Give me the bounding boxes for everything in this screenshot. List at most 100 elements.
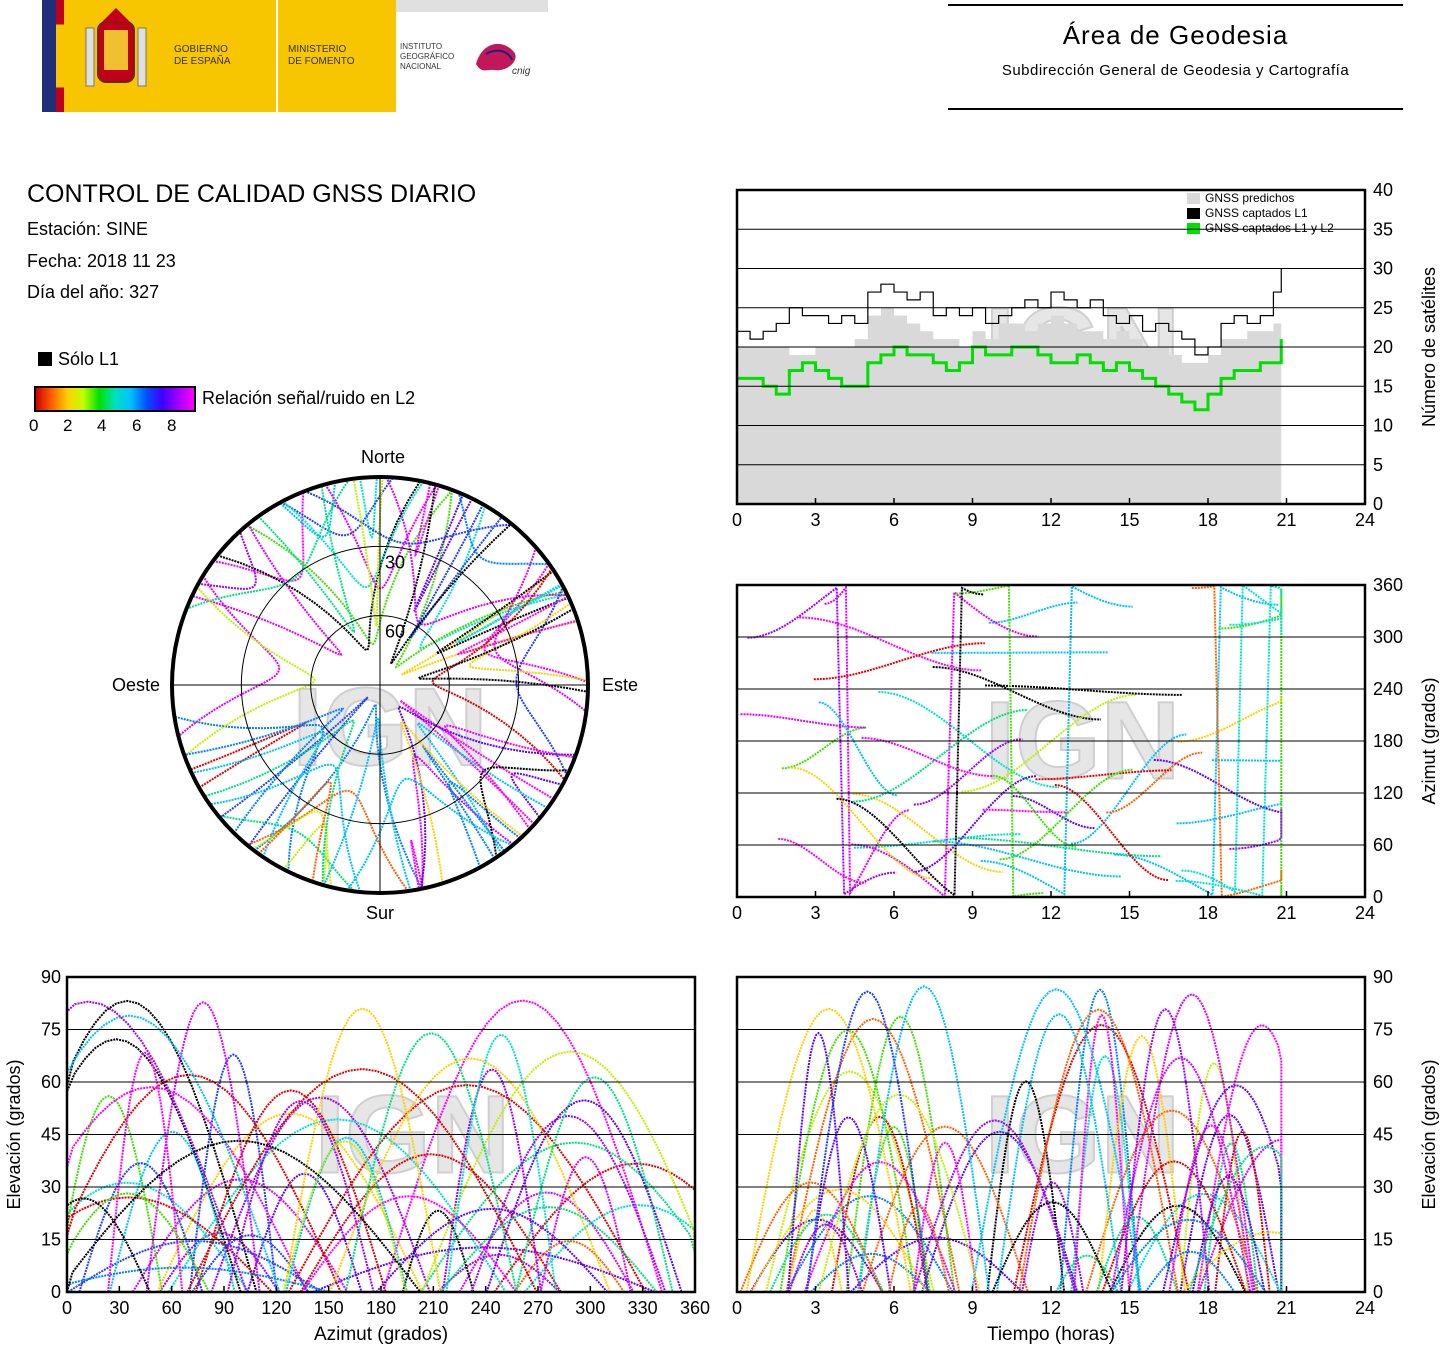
- satellite-track: [778, 837, 866, 884]
- elevation-track: [419, 1141, 696, 1293]
- elevation-time-track: [1188, 1145, 1283, 1293]
- y-axis-title: Azimut (grados): [1419, 677, 1439, 804]
- y-tick-label: 60: [1373, 1072, 1393, 1092]
- elevation-track: [344, 1032, 518, 1293]
- sky-track: [455, 583, 564, 644]
- satellite-tracks: [740, 583, 1283, 899]
- y-tick-label: 90: [1373, 967, 1393, 987]
- satellite-track: [1229, 809, 1283, 850]
- cnig-logo-icon: cnig: [476, 43, 531, 77]
- x-axis-title: Tiempo (horas): [987, 1324, 1115, 1345]
- sky-track: [515, 585, 569, 777]
- direction-north: Norte: [361, 447, 405, 467]
- x-tick-label: 24: [1355, 1298, 1375, 1318]
- elevation-track: [246, 1172, 363, 1293]
- header-top-rule: [948, 4, 1403, 6]
- x-tick-label: 0: [62, 1298, 72, 1318]
- sky-track: [209, 763, 362, 893]
- elevation-time-track: [750, 1188, 928, 1293]
- elevation-time-track: [786, 1209, 843, 1293]
- sky-track: [281, 481, 425, 589]
- snr-tick: 0: [29, 416, 39, 435]
- elevation-track: [382, 999, 664, 1293]
- elevation-time-track: [769, 1213, 885, 1293]
- elevation-time-track: [1179, 1061, 1249, 1293]
- elevation-track: [66, 1095, 164, 1293]
- sky-track: [278, 481, 337, 538]
- satellite-track: [933, 840, 1121, 878]
- legend-entry: GNSS captados L1: [1205, 206, 1308, 220]
- sky-track: [346, 777, 513, 891]
- satellite-track: [1181, 583, 1283, 894]
- elevation-time-track: [1120, 1008, 1211, 1293]
- y-tick-label: 30: [1373, 1177, 1393, 1197]
- sky-track: [203, 719, 355, 885]
- elevation-time-track: [1162, 1084, 1283, 1293]
- sky-track: [216, 480, 422, 652]
- x-tick-label: 0: [732, 510, 742, 530]
- elevation-track: [439, 1206, 658, 1293]
- sky-track: [412, 754, 515, 889]
- y-tick-label: 20: [1373, 337, 1393, 357]
- x-tick-label: 18: [1198, 510, 1218, 530]
- elevation-time-track: [912, 1141, 978, 1293]
- sky-track: [253, 702, 423, 890]
- sky-track: [479, 766, 570, 858]
- ring-label-60: 60: [385, 622, 405, 642]
- y-tick-label: 90: [41, 967, 61, 987]
- satellite-track: [852, 792, 1003, 873]
- x-tick-label: 21: [1276, 510, 1296, 530]
- y-tick-label: 360: [1373, 575, 1403, 595]
- elevation-time-track: [1055, 1254, 1119, 1293]
- x-tick-label: 360: [680, 1298, 710, 1318]
- x-tick-label: 150: [314, 1298, 344, 1318]
- satellite-track: [982, 808, 1068, 814]
- coat-of-arms-icon: [85, 8, 147, 87]
- x-tick-label: 60: [162, 1298, 182, 1318]
- elevation-time-track: [1073, 1013, 1131, 1293]
- y-axis-title: Elevación (grados): [4, 1059, 24, 1209]
- flag-red-stripe: [56, 0, 64, 112]
- legend-swatch: [1187, 193, 1200, 204]
- elevation-time-track: [1110, 1056, 1252, 1293]
- snr-tick: 6: [132, 416, 142, 435]
- elevation-time-track: [970, 988, 1142, 1293]
- sky-track: [422, 745, 506, 860]
- y-tick-label: 10: [1373, 416, 1393, 436]
- elevation-track: [145, 1001, 261, 1293]
- elevation-track: [167, 1118, 507, 1293]
- x-tick-label: 30: [109, 1298, 129, 1318]
- gov-text-line-2: DE ESPAÑA: [174, 56, 231, 67]
- sky-track: [219, 696, 369, 847]
- satellite-track: [852, 708, 1029, 803]
- y-tick-label: 75: [1373, 1020, 1393, 1040]
- x-tick-label: 180: [366, 1298, 396, 1318]
- satellite-track: [1070, 733, 1187, 845]
- elevation-time-track: [845, 1015, 956, 1293]
- elevation-time-track: [745, 1007, 912, 1293]
- ring-label-30: 30: [385, 552, 405, 572]
- snr-tick: 8: [167, 416, 177, 435]
- x-tick-label: 210: [418, 1298, 448, 1318]
- area-subtitle: Subdirección General de Geodesia y Carto…: [1001, 62, 1350, 79]
- elevation-time-track: [1095, 1215, 1179, 1293]
- elevation-track: [66, 1266, 330, 1293]
- x-tick-label: 12: [1041, 903, 1061, 923]
- series-predicted-area: [737, 307, 1282, 504]
- elevation-time-track: [1101, 1160, 1247, 1293]
- elevation-track: [312, 1246, 656, 1293]
- x-tick-label: 90: [214, 1298, 234, 1318]
- sky-track: [186, 478, 351, 610]
- satellite-track: [961, 693, 1137, 793]
- y-tick-label: 30: [1373, 259, 1393, 279]
- sky-track: [183, 707, 345, 834]
- satellite-track: [999, 768, 1134, 861]
- satellite-track: [853, 833, 1021, 849]
- y-tick-label: 15: [1373, 376, 1393, 396]
- sky-track: [394, 489, 566, 669]
- y-tick-label: 5: [1373, 455, 1383, 475]
- elevation-time-track: [996, 1012, 1123, 1293]
- elevation-time-track: [1144, 1250, 1236, 1293]
- elevation-track: [287, 1083, 647, 1293]
